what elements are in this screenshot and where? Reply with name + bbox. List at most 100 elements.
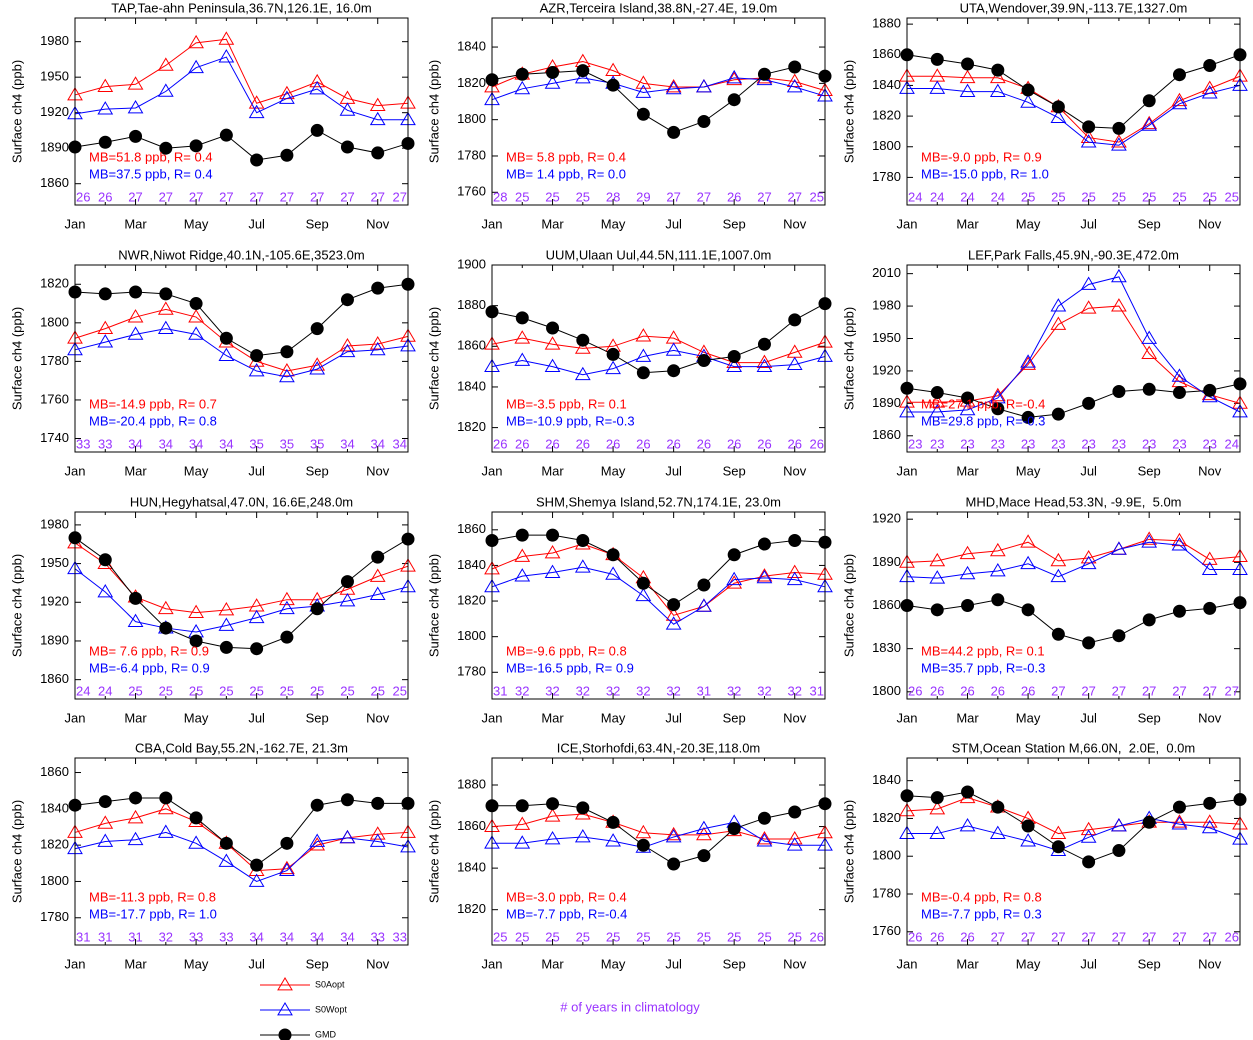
count-label: 24 — [991, 189, 1005, 204]
marker — [959, 83, 976, 97]
annotation: MB=-15.0 ppb, R= 1.0 — [921, 166, 1049, 181]
marker — [1112, 384, 1126, 398]
marker — [667, 125, 681, 139]
count-label: 25 — [515, 929, 529, 944]
y-axis-label: Surface ch4 (ppb) — [9, 307, 24, 410]
marker — [1171, 92, 1188, 107]
count-label: 27 — [249, 189, 263, 204]
marker — [1020, 354, 1036, 368]
count-label: 25 — [1172, 189, 1186, 204]
marker — [1021, 603, 1035, 617]
count-label: 25 — [666, 929, 680, 944]
y-tick-label: 1840 — [457, 860, 486, 875]
count-label: 31 — [98, 929, 112, 944]
count-label: 32 — [545, 683, 559, 698]
count-label: 32 — [787, 683, 801, 698]
y-tick-label: 1840 — [457, 557, 486, 572]
marker — [1172, 386, 1186, 400]
marker — [961, 785, 975, 799]
y-tick-label: 1860 — [872, 427, 901, 442]
chart-panel: LEF,Park Falls,45.9N,-90.3E,472.0m Surfac… — [841, 247, 1248, 478]
y-tick-label: 1950 — [40, 555, 69, 570]
marker — [1020, 356, 1036, 370]
marker — [757, 337, 771, 351]
series-line — [906, 791, 1241, 863]
marker — [1051, 100, 1065, 114]
count-label: 25 — [1225, 189, 1239, 204]
x-tick-label: Jul — [665, 710, 682, 725]
plot-frame — [74, 17, 409, 206]
x-tick-label: Jan — [65, 710, 86, 725]
y-axis-label: Surface ch4 (ppb) — [841, 554, 856, 657]
count-label: 23 — [1051, 436, 1065, 451]
count-label: 23 — [1172, 436, 1186, 451]
chart-title: SHM,Shemya Island,52.7N,174.1E, 23.0m — [536, 494, 781, 509]
marker — [188, 326, 204, 340]
series-line — [906, 54, 1241, 129]
count-label: 23 — [930, 436, 944, 451]
x-tick-label: Nov — [1198, 463, 1222, 478]
y-tick-label: 1900 — [457, 256, 486, 271]
x-tick-label: Sep — [306, 956, 329, 971]
x-tick-label: May — [1016, 710, 1041, 725]
marker — [159, 287, 173, 301]
marker — [340, 793, 354, 807]
x-tick-label: May — [184, 216, 209, 231]
y-tick-label: 1780 — [457, 664, 486, 679]
count-label: 27 — [310, 189, 324, 204]
count-label: 27 — [393, 189, 407, 204]
marker — [219, 331, 233, 345]
x-tick-label: Mar — [124, 216, 147, 231]
count-label: 24 — [960, 189, 974, 204]
x-tick-label: Nov — [366, 956, 390, 971]
count-label: 27 — [1081, 683, 1095, 698]
legend-marker — [277, 1002, 293, 1016]
marker — [991, 593, 1005, 607]
count-label: 25 — [727, 929, 741, 944]
marker — [929, 80, 946, 94]
marker — [636, 366, 650, 380]
count-label: 24 — [908, 189, 922, 204]
marker — [1051, 840, 1065, 854]
y-tick-label: 1760 — [872, 923, 901, 938]
marker — [188, 34, 204, 49]
marker — [959, 69, 976, 84]
marker — [1111, 134, 1127, 148]
count-label: 29 — [636, 189, 650, 204]
marker — [665, 80, 682, 95]
marker — [546, 65, 560, 79]
count-label: 31 — [128, 929, 142, 944]
marker — [665, 826, 682, 841]
marker — [1112, 121, 1126, 135]
x-tick-label: Mar — [124, 463, 147, 478]
marker — [279, 862, 295, 876]
count-label: 33 — [98, 436, 112, 451]
marker — [127, 326, 144, 340]
y-axis-label: Surface ch4 (ppb) — [9, 554, 24, 657]
y-tick-label: 1820 — [872, 810, 901, 825]
count-label: 23 — [991, 436, 1005, 451]
chart-title: NWR,Niwot Ridge,40.1N,-105.6E,3523.0m — [118, 247, 364, 262]
series-line — [74, 797, 408, 866]
count-note: # of years in climatology — [560, 999, 700, 1014]
marker — [309, 81, 326, 95]
count-label: 25 — [1051, 189, 1065, 204]
x-tick-label: Nov — [783, 956, 807, 971]
marker — [280, 836, 294, 850]
y-tick-label: 1780 — [872, 169, 901, 184]
y-tick-label: 1840 — [457, 378, 486, 393]
marker — [989, 387, 1006, 402]
marker — [250, 642, 264, 656]
marker — [756, 354, 773, 368]
count-label: 25 — [1142, 189, 1156, 204]
plot-frame — [906, 17, 1241, 206]
marker — [544, 75, 561, 89]
count-label: 27 — [666, 189, 680, 204]
marker — [1201, 551, 1218, 565]
marker — [727, 349, 741, 363]
x-tick-label: Jan — [897, 216, 918, 231]
y-tick-label: 1860 — [457, 338, 486, 353]
marker — [514, 80, 531, 95]
marker — [369, 97, 386, 111]
y-tick-label: 1820 — [872, 108, 901, 123]
